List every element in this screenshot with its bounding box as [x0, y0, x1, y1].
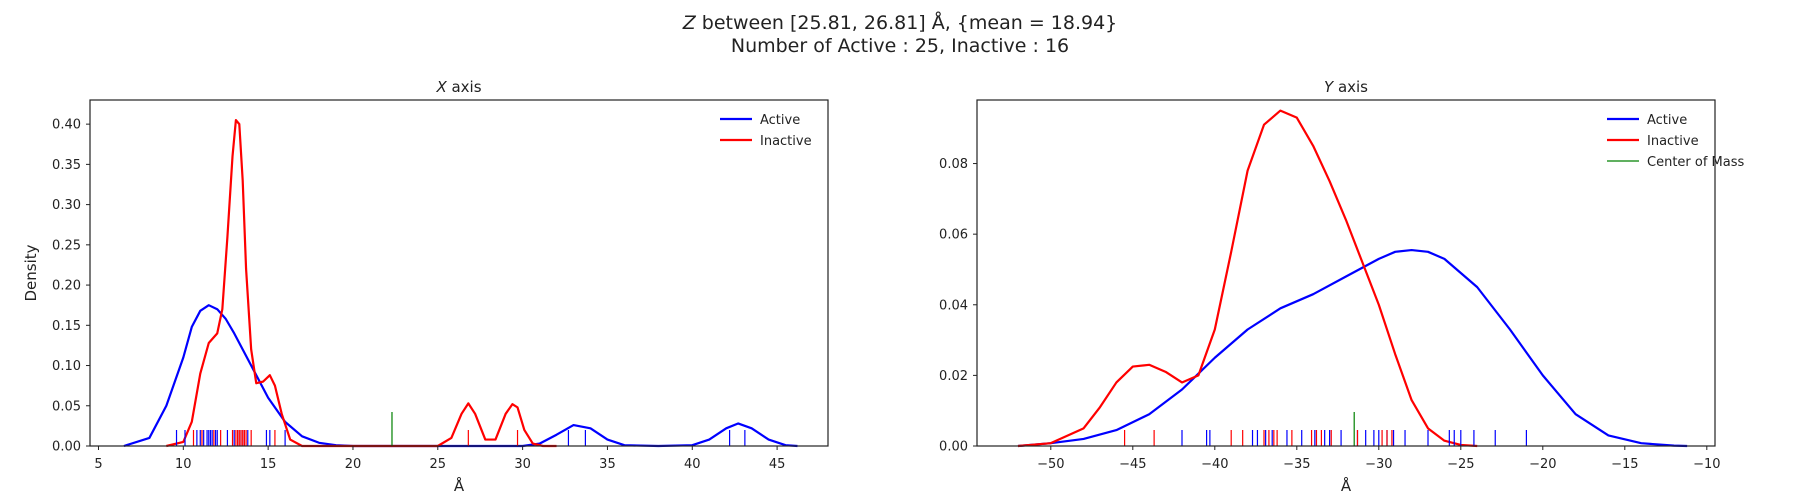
x-tick-label: −45: [1119, 457, 1146, 472]
y-tick-label: 0.06: [939, 228, 968, 243]
legend-label-active: Active: [760, 113, 800, 128]
x-tick-label: −30: [1365, 457, 1392, 472]
plot-frame: [976, 99, 1716, 447]
y-tick-label: 0.30: [52, 198, 81, 213]
y-tick-label: 0.15: [52, 319, 81, 334]
x-tick-label: 25: [430, 457, 447, 472]
x-tick-label: 30: [514, 457, 531, 472]
suptitle-line-1: Z between [25.81, 26.81] Å, {mean = 18.9…: [0, 12, 1800, 35]
suptitle-line-2: Number of Active : 25, Inactive : 16: [730, 35, 1070, 57]
x-tick-label: 20: [345, 457, 362, 472]
x-tick-label: 35: [599, 457, 616, 472]
legend: Active Inactive: [720, 113, 812, 149]
y-tick-label: 0.20: [52, 279, 81, 294]
figure-suptitle: Z between [25.81, 26.81] Å, {mean = 18.9…: [0, 12, 1800, 58]
chart-panel-1: X axis 5 10 15 20 25 30 35 40 45 0.00 0.05 0.10 0.15 0…: [22, 78, 829, 495]
panel-title-symbol: Y: [1324, 78, 1335, 96]
y-tick-label: 0.25: [52, 238, 81, 253]
density-line-inactive: [166, 119, 557, 448]
y-tick-label: 0.35: [52, 158, 81, 173]
y-tick-label: 0.00: [939, 440, 968, 455]
x-tick-label: −10: [1693, 457, 1720, 472]
x-tick-label: −50: [1037, 457, 1064, 472]
legend-label-center-of-mass: Center of Mass: [1647, 155, 1745, 170]
legend-label-inactive: Inactive: [760, 134, 812, 149]
x-tick-label: −20: [1529, 457, 1556, 472]
x-tick-label: −25: [1447, 457, 1474, 472]
y-tick-label: 0.05: [52, 399, 81, 414]
x-tick-label: −40: [1201, 457, 1228, 472]
density-line-inactive: [1017, 109, 1478, 448]
y-tick-label: 0.40: [52, 118, 81, 133]
x-tick-label: −35: [1283, 457, 1310, 472]
chart-panel-2: Y axis −50 −45 −40 −35 −30 −25 −20 −15 −10 0.00 0.0…: [939, 78, 1744, 495]
x-axis-label: Å: [1341, 476, 1352, 495]
panel-title-symbol: X: [435, 78, 447, 96]
x-tick-label: 40: [684, 457, 701, 472]
y-axis-label: Density: [22, 244, 40, 301]
density-line-active: [1017, 248, 1688, 448]
x-tick-label: −15: [1611, 457, 1638, 472]
panel-title: X axis: [435, 78, 481, 96]
legend-label-inactive: Inactive: [1647, 134, 1699, 149]
y-tick-label: 0.10: [52, 359, 81, 374]
suptitle-symbol: Z: [682, 12, 696, 34]
y-tick-label: 0.00: [52, 440, 81, 455]
panel-title-text: axis: [1333, 78, 1368, 96]
y-tick-label: 0.02: [939, 369, 968, 384]
x-tick-label: 15: [260, 457, 277, 472]
x-tick-label: 5: [94, 457, 102, 472]
legend-label-active: Active: [1647, 113, 1687, 128]
legend: Active Inactive Center of Mass: [1607, 113, 1745, 170]
x-tick-label: 45: [769, 457, 786, 472]
panel-title: Y axis: [1324, 78, 1368, 96]
suptitle-range-text: between [25.81, 26.81] Å, {mean = 18.94}: [695, 12, 1118, 34]
y-tick-label: 0.08: [939, 157, 968, 172]
plot-frame: [89, 99, 829, 447]
x-tick-label: 10: [175, 457, 192, 472]
x-axis-label: Å: [454, 476, 465, 495]
density-line-active: [123, 304, 798, 448]
panel-title-text: axis: [447, 78, 482, 96]
y-tick-label: 0.04: [939, 298, 968, 313]
